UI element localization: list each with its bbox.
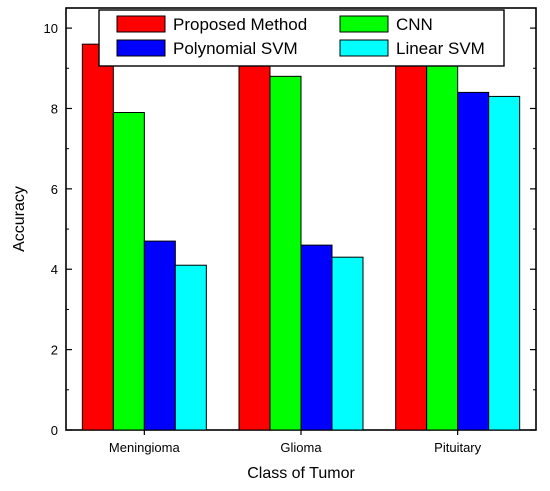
legend-swatch [116, 15, 166, 33]
legend-swatch [339, 39, 389, 57]
bars [81, 39, 521, 431]
legend: Proposed Method CNN Polynomial SVM Linear S… [98, 9, 505, 67]
legend-label: Linear SVM [396, 39, 485, 58]
x-tick-label: Pituitary [434, 440, 481, 455]
legend-swatch [339, 15, 389, 33]
y-tick-label: 4 [51, 262, 58, 277]
bar-polynomial-svm-pituitary [457, 91, 490, 431]
legend-label: Polynomial SVM [173, 39, 298, 58]
y-tick-label: 2 [51, 343, 58, 358]
y-tick-label: 0 [51, 423, 58, 438]
legend-label: Proposed Method [173, 15, 307, 34]
y-axis-ticks: 0 2 4 6 8 10 [44, 21, 536, 438]
bar-linear-svm-glioma [331, 256, 364, 431]
legend-box [98, 9, 505, 67]
bar-proposed-method-meningioma [81, 43, 114, 431]
bar-linear-svm-pituitary [488, 95, 521, 431]
x-tick-label: Glioma [280, 440, 322, 455]
y-axis-label: Accuracy [11, 186, 28, 252]
x-axis-label: Class of Tumor [247, 465, 355, 482]
bar-proposed-method-pituitary [395, 39, 428, 431]
bar-cnn-meningioma [112, 111, 145, 431]
bar-polynomial-svm-glioma [300, 244, 333, 431]
x-axis-ticks: Meningioma Glioma Pituitary [109, 430, 482, 455]
y-tick-label: 8 [51, 101, 58, 116]
y-tick-label: 6 [51, 182, 58, 197]
bar-polynomial-svm-meningioma [143, 240, 176, 431]
x-tick-label: Meningioma [109, 440, 181, 455]
bar-linear-svm-meningioma [174, 264, 207, 431]
bar-proposed-method-glioma [238, 51, 271, 431]
bar-cnn-pituitary [426, 47, 459, 431]
legend-label: CNN [396, 15, 433, 34]
bar-cnn-glioma [269, 75, 302, 431]
legend-swatch [116, 39, 166, 57]
y-tick-label: 10 [44, 21, 58, 36]
